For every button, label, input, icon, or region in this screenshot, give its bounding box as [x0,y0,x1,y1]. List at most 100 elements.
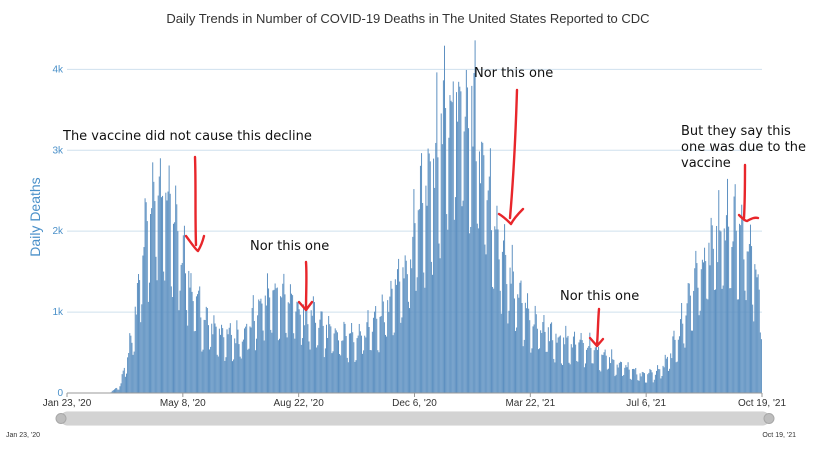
bar [602,355,604,393]
bar [695,250,697,393]
bar [486,200,488,393]
bar [647,374,649,393]
navigator-right-handle[interactable] [763,413,775,424]
bar [325,324,327,393]
bar [633,368,635,393]
bar [741,204,743,393]
bar [671,358,673,393]
bar [523,339,525,393]
bar [266,273,268,393]
bar [295,311,297,393]
bar [648,372,650,393]
x-tick-label: Aug 22, '20 [274,398,325,409]
bar [614,376,616,393]
bar [374,311,376,393]
bar [537,349,539,393]
bar [609,357,610,393]
x-tick-label: May 8, '20 [160,398,206,409]
bar [162,195,164,393]
bar [658,369,660,393]
bar [621,362,623,393]
bar [582,342,584,393]
bar [697,287,699,393]
bar [698,315,700,393]
bar [682,323,684,393]
bar [527,293,529,393]
bar [225,357,227,393]
bar [509,267,511,393]
bar [369,350,371,393]
bar [453,219,455,393]
bar [598,346,600,393]
bar [535,314,537,393]
bar [187,325,189,393]
bar [719,230,721,393]
bar [284,294,286,393]
bar [159,158,161,393]
bar [548,341,550,393]
bar [568,362,570,393]
bar [358,323,360,393]
bar [525,308,527,393]
bar [355,360,357,393]
bar [696,263,698,393]
arrow-icon [297,260,314,312]
navigator-thumb[interactable] [61,412,769,425]
navigator-left-handle[interactable] [55,413,67,424]
bar [557,337,559,393]
bar [513,298,515,393]
bar [281,297,283,393]
bar [117,389,119,393]
bar [401,317,403,393]
bar [388,311,390,393]
y-tick-label: 2k [52,226,64,237]
bar [724,240,726,393]
bar [238,344,240,393]
bar [341,340,343,393]
bar [409,308,411,393]
bar [212,334,214,393]
bar [487,190,489,393]
bar [428,153,430,393]
bar [694,268,696,393]
bar [386,336,388,393]
bar [298,309,300,393]
bar [438,243,440,393]
bar [596,349,598,393]
bar [182,235,184,393]
bar [142,255,144,393]
bar [732,241,734,393]
bar [304,325,306,393]
bar [507,323,509,393]
bar [336,332,338,393]
bar [565,325,567,393]
bar [193,331,195,393]
bar [500,313,502,393]
bar [165,192,167,393]
bar [192,301,194,393]
bar [434,187,436,393]
bar [495,229,497,393]
x-tick-label: Mar 22, '21 [505,398,555,409]
bar [488,176,490,393]
bar [476,223,478,393]
bar [327,337,329,393]
bar [463,131,465,393]
bar [271,332,273,393]
bar [233,359,235,393]
bar [680,319,682,393]
bar [755,269,757,393]
bar [129,333,131,393]
bar [405,260,407,393]
bar [446,214,448,393]
bar [547,327,549,393]
bar [678,336,680,393]
bar [153,181,155,393]
range-navigator[interactable] [55,411,775,426]
bar [521,303,523,393]
bar [334,328,336,393]
bar [464,116,466,394]
bar [380,315,382,393]
bar [650,370,652,393]
bar [377,350,379,393]
